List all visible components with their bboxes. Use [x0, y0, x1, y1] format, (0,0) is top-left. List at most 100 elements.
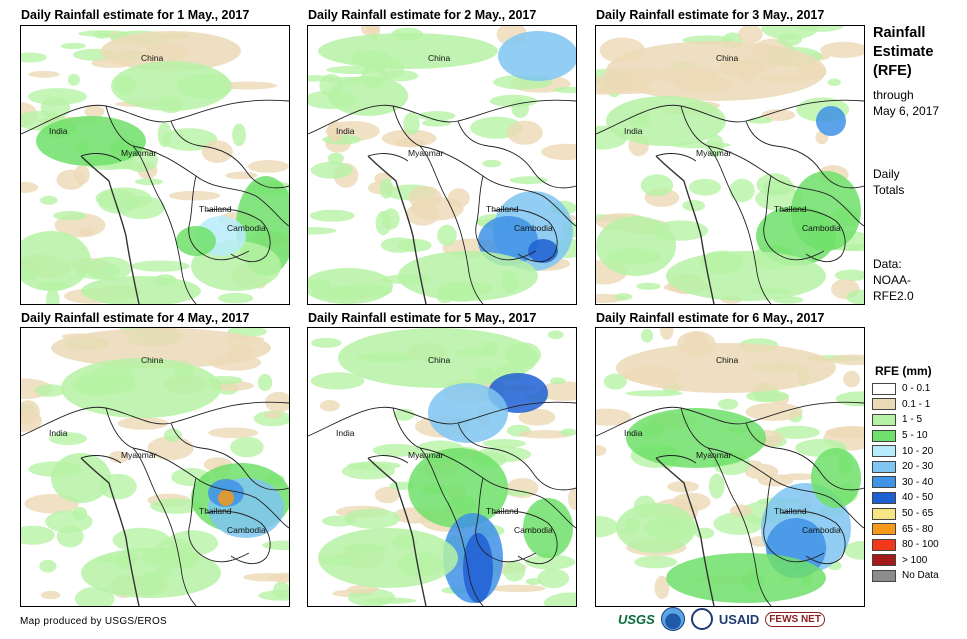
- rainfall-cell: [21, 231, 91, 291]
- rainfall-patch: [560, 428, 576, 437]
- rainfall-cell: [218, 490, 234, 506]
- label-cambodia: Cambodia: [514, 525, 553, 535]
- rainfall-patch: [218, 292, 254, 304]
- rainfall-patch: [825, 426, 864, 439]
- border-line: [492, 208, 558, 263]
- label-china: China: [141, 53, 163, 63]
- rainfall-patch: [708, 473, 725, 499]
- legend-swatch: [872, 476, 896, 489]
- usgs-logo: USGS: [618, 611, 655, 627]
- rainfall-cell: [596, 216, 676, 276]
- data-line2: NOAA-: [873, 273, 912, 287]
- rainfall-cell: [51, 328, 271, 368]
- rainfall-patch: [568, 487, 576, 510]
- border-line: [170, 422, 289, 491]
- rainfall-patch: [713, 512, 764, 535]
- border-line: [188, 477, 250, 563]
- totals-line1: Daily: [873, 167, 900, 181]
- label-thailand: Thailand: [199, 506, 232, 516]
- legend-label: 0.1 - 1: [902, 398, 931, 410]
- panel-title-6: Daily Rainfall estimate for 6 May., 2017: [596, 311, 825, 325]
- rainfall-field: [310, 328, 576, 606]
- rainfall-patch: [117, 417, 169, 430]
- rainfall-cell: [666, 553, 826, 603]
- country-borders: [596, 401, 864, 606]
- rainfall-patch: [729, 504, 752, 517]
- rainfall-patch: [60, 42, 86, 50]
- rainfall-cell: [328, 76, 408, 116]
- rainfall-patch: [34, 384, 66, 397]
- rainfall-patch: [380, 237, 417, 253]
- fewsnet-logo: FEWS NET: [765, 611, 825, 627]
- rainfall-cell: [428, 383, 508, 443]
- label-india: India: [624, 126, 643, 136]
- label-india: India: [49, 126, 68, 136]
- border-line: [475, 175, 537, 261]
- rainfall-patch: [163, 428, 182, 442]
- rainfall-patch: [525, 554, 576, 570]
- rainfall-cell: [606, 41, 826, 101]
- rainfall-field: [596, 26, 864, 304]
- rainfall-patch: [344, 508, 400, 529]
- label-myanmar: Myanmar: [408, 450, 444, 460]
- legend-swatch: [872, 523, 896, 536]
- panel-title-2: Daily Rainfall estimate for 2 May., 2017: [308, 8, 537, 22]
- legend-item: 5 - 10: [872, 428, 939, 444]
- border-line: [596, 401, 864, 437]
- rainfall-patch: [311, 337, 342, 348]
- rainfall-cell: [816, 106, 846, 136]
- label-myanmar: Myanmar: [696, 450, 732, 460]
- border-line: [367, 153, 409, 162]
- legend-item: > 100: [872, 553, 939, 569]
- rainfall-patch: [84, 105, 105, 118]
- legend-item: 65 - 80: [872, 521, 939, 537]
- legend-item: 0 - 0.1: [872, 381, 939, 397]
- data-line3: RFE2.0: [873, 289, 914, 303]
- coastline: [367, 155, 427, 304]
- side-title: Rainfall Estimate (RFE): [873, 24, 933, 81]
- rainfall-patch: [109, 450, 129, 463]
- usaid-seal-icon: [690, 608, 713, 630]
- rainfall-cell: [308, 268, 393, 304]
- label-myanmar: Myanmar: [121, 450, 157, 460]
- rainfall-cell: [61, 358, 221, 418]
- border-line: [655, 455, 697, 464]
- rainfall-cell: [318, 33, 498, 69]
- data-source-text: Data: NOAA- RFE2.0: [873, 256, 914, 304]
- rainfall-patch: [48, 432, 88, 446]
- rainfall-patch: [319, 400, 340, 412]
- rainfall-patch: [682, 200, 706, 212]
- rainfall-patch: [540, 381, 576, 401]
- legend-swatch: [872, 491, 896, 504]
- map-svg-6: China India Myanmar Thailand Cambodia: [596, 328, 864, 606]
- label-china: China: [141, 355, 163, 365]
- rainfall-patch: [263, 411, 282, 419]
- rainfall-cell: [408, 448, 508, 528]
- rainfall-patch: [40, 195, 58, 205]
- legend-label: > 100: [902, 554, 928, 566]
- rainfall-patch: [39, 559, 57, 573]
- rainfall-patch: [738, 26, 763, 44]
- through-line2: May 6, 2017: [873, 104, 940, 118]
- rainfall-cell: [528, 239, 558, 263]
- rainfall-patch: [844, 541, 864, 560]
- rainfall-patch: [659, 328, 674, 340]
- rainfall-patch: [828, 354, 864, 366]
- border-line: [457, 120, 576, 189]
- panel-title-1: Daily Rainfall estimate for 1 May., 2017: [21, 8, 250, 22]
- rainfall-patch: [518, 408, 556, 426]
- rainfall-patch: [503, 560, 526, 582]
- rainfall-patch: [309, 209, 355, 222]
- label-china: China: [716, 53, 738, 63]
- rainfall-patch: [46, 287, 60, 304]
- legend-item: 30 - 40: [872, 475, 939, 491]
- border-line: [655, 153, 697, 162]
- label-cambodia: Cambodia: [227, 223, 266, 233]
- legend-swatch: [872, 445, 896, 458]
- rainfall-patch: [225, 171, 258, 180]
- rainfall-patch: [56, 525, 84, 548]
- rainfall-patch: [262, 540, 289, 551]
- map-svg-2: China India Myanmar Thailand Cambodia: [308, 26, 576, 304]
- border-line: [419, 145, 576, 227]
- legend-swatch: [872, 429, 896, 442]
